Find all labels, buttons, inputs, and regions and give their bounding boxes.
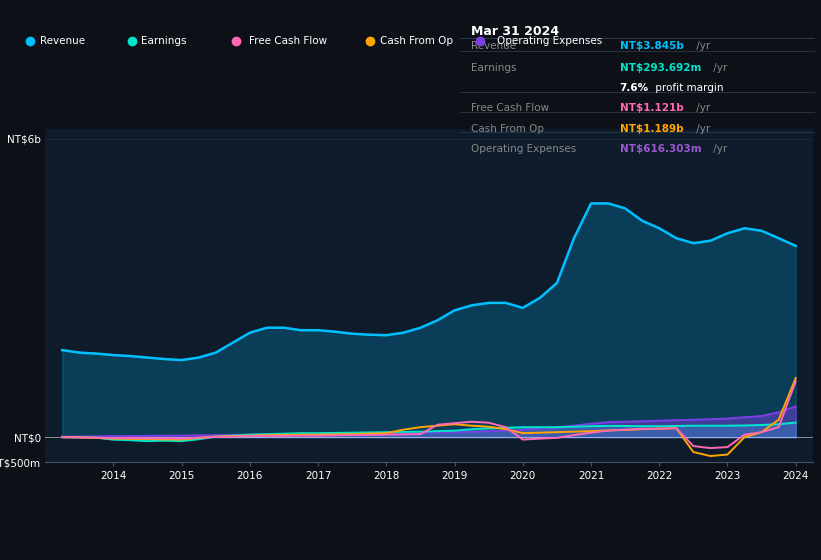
Text: profit margin: profit margin — [652, 83, 723, 93]
Text: Free Cash Flow: Free Cash Flow — [250, 36, 328, 46]
Text: /yr: /yr — [693, 41, 710, 51]
Text: Operating Expenses: Operating Expenses — [497, 36, 603, 46]
Text: /yr: /yr — [693, 104, 710, 114]
Text: 7.6%: 7.6% — [620, 83, 649, 93]
Text: NT$616.303m: NT$616.303m — [620, 144, 701, 154]
Text: Operating Expenses: Operating Expenses — [470, 144, 576, 154]
Text: Revenue: Revenue — [470, 41, 516, 51]
Text: NT$293.692m: NT$293.692m — [620, 63, 701, 73]
Text: Earnings: Earnings — [141, 36, 186, 46]
Text: /yr: /yr — [693, 124, 710, 134]
Text: NT$1.189b: NT$1.189b — [620, 124, 683, 134]
Text: Earnings: Earnings — [470, 63, 516, 73]
Text: /yr: /yr — [709, 144, 727, 154]
Text: Free Cash Flow: Free Cash Flow — [470, 104, 548, 114]
Text: NT$1.121b: NT$1.121b — [620, 104, 684, 114]
Text: Revenue: Revenue — [39, 36, 85, 46]
Text: Cash From Op: Cash From Op — [379, 36, 452, 46]
Text: /yr: /yr — [709, 63, 727, 73]
Text: Mar 31 2024: Mar 31 2024 — [470, 25, 559, 38]
Text: NT$3.845b: NT$3.845b — [620, 41, 684, 51]
Text: Cash From Op: Cash From Op — [470, 124, 544, 134]
